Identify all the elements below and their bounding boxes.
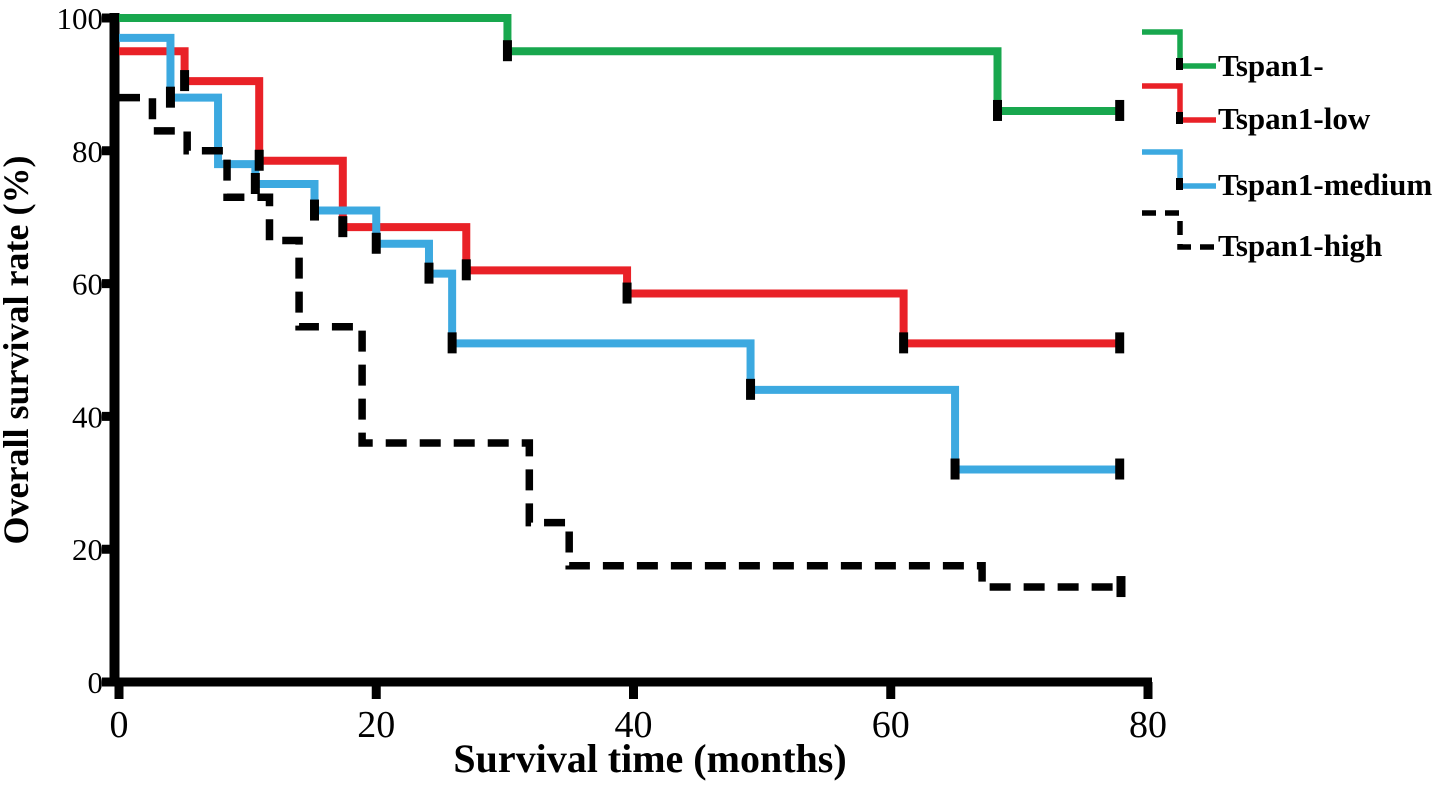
legend-label-tspan1-medium: Tspan1-medium: [1218, 167, 1432, 202]
legend-glyph-censor-tick: [1176, 178, 1183, 190]
legend-glyph-tspan1-low: [1142, 83, 1216, 123]
censor-mark: [371, 232, 381, 254]
y-axis-ticks: 0 20 40 60 80 100: [57, 1, 119, 700]
survival-curve-tspan1-: [119, 14, 1120, 115]
censor-mark: [1115, 458, 1125, 480]
x-axis-ticks: 0 20 40 60 80: [110, 682, 1167, 746]
legend: Tspan1- Tspan1-low Tspan1-medium Tspan1-…: [1142, 29, 1432, 263]
survival-curve-tspan1-medium: [119, 33, 1120, 474]
censor-mark: [1115, 332, 1125, 354]
y-axis-title: Overall survival rate (%): [0, 156, 36, 545]
legend-glyph-censor-tick: [1176, 112, 1183, 124]
legend-glyphs: [1142, 29, 1216, 250]
x-tick-label: 60: [872, 704, 910, 746]
survival-curve-tspan1-high: [119, 93, 1121, 591]
censor-mark: [622, 282, 632, 304]
y-tick-label: 60: [72, 267, 103, 302]
legend-label-tspan1-high: Tspan1-high: [1218, 228, 1382, 263]
censor-mark: [993, 99, 1003, 121]
y-tick-label: 40: [72, 399, 103, 434]
x-tick-label: 0: [110, 704, 129, 746]
survival-curve-tspan1-low: [119, 47, 1120, 348]
censor-mark: [746, 378, 756, 400]
censor-mark: [447, 332, 457, 354]
censor-mark: [310, 199, 320, 221]
censor-mark: [254, 149, 264, 171]
y-tick-label: 80: [72, 134, 103, 169]
censor-mark: [165, 86, 175, 108]
legend-glyph-tspan1-medium: [1142, 149, 1216, 189]
censor-mark: [424, 262, 434, 284]
censor-mark: [180, 70, 190, 92]
censor-mark: [899, 332, 909, 354]
y-tick-label: 100: [57, 1, 104, 36]
censor-marks: [165, 40, 1126, 598]
legend-glyph-censor-tick: [1176, 58, 1183, 70]
legend-label-tspan1-neg: Tspan1-: [1218, 48, 1324, 83]
censor-mark: [250, 173, 260, 194]
censor-mark: [1115, 99, 1125, 121]
series-curves: [119, 14, 1121, 591]
legend-glyph-tspan1-: [1142, 29, 1216, 69]
x-tick-label: 80: [1129, 704, 1167, 746]
y-tick-label: 20: [72, 532, 103, 567]
censor-mark: [950, 458, 960, 480]
legend-glyph-tspan1-high: [1142, 210, 1216, 250]
censor-mark: [1116, 576, 1126, 598]
x-axis-title: Survival time (months): [453, 736, 846, 781]
censor-mark: [502, 40, 512, 62]
censor-mark: [338, 216, 348, 238]
censor-mark: [461, 259, 471, 281]
legend-label-tspan1-low: Tspan1-low: [1218, 101, 1371, 136]
x-tick-label: 40: [615, 704, 653, 746]
x-tick-label: 20: [357, 704, 395, 746]
y-tick-label: 0: [88, 665, 104, 700]
